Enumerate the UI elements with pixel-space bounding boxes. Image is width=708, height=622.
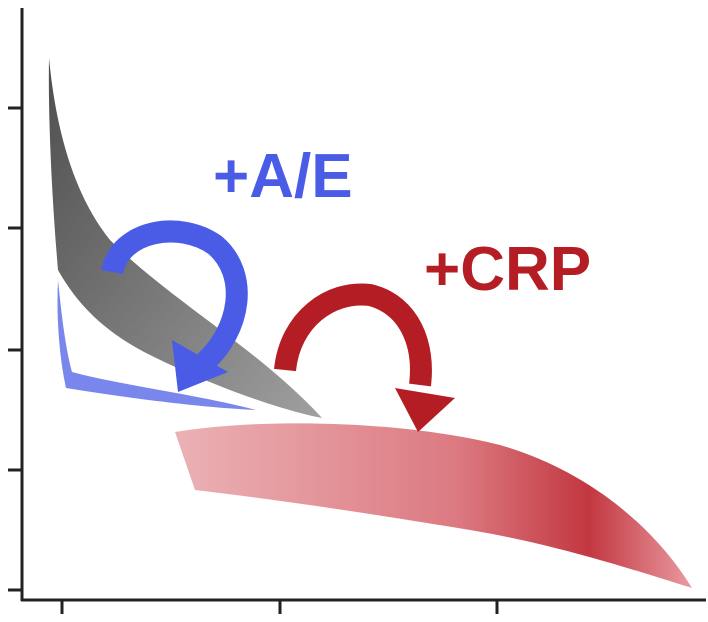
blue-label: +A/E [213, 142, 353, 211]
red-arrowhead [395, 388, 455, 432]
red-arrow [274, 283, 432, 387]
blue-arrowhead [172, 340, 228, 392]
axes [8, 8, 706, 614]
red-label: +CRP [424, 235, 591, 304]
gray-cloud [48, 58, 322, 418]
blue-arrow [101, 220, 248, 371]
red-cloud [175, 423, 692, 588]
